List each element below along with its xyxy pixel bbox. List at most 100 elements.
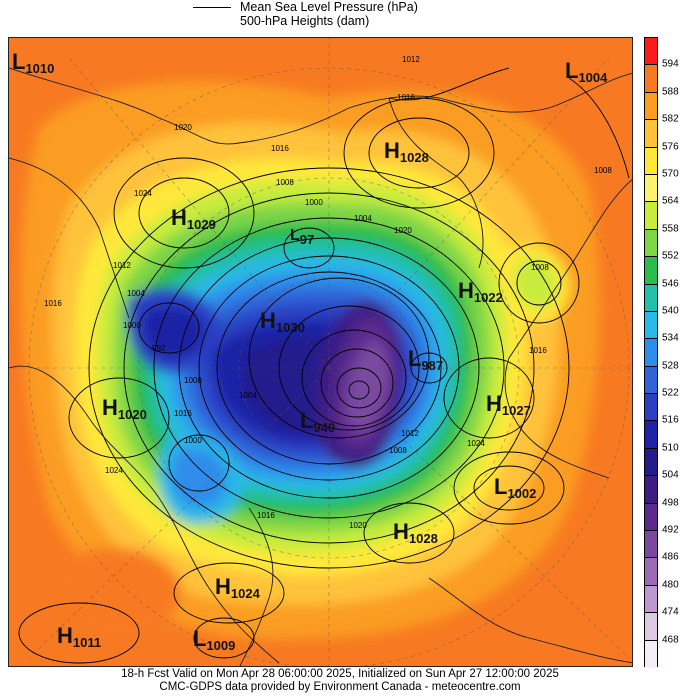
- colorbar-segment: [645, 448, 657, 477]
- colorbar-tick-label: 552: [662, 250, 679, 262]
- data-credit: CMC-GDPS data provided by Environment Ca…: [159, 681, 521, 693]
- colorbar-tick-label: 486: [662, 551, 679, 563]
- map-header: Mean Sea Level Pressure (hPa) 500-hPa He…: [0, 0, 680, 36]
- isobar-label: 1004: [239, 391, 257, 400]
- low-pressure-center: L940: [300, 408, 336, 435]
- isobars: [18, 67, 630, 664]
- isobar-label: 1020: [174, 123, 192, 132]
- high-pressure-center: H1022: [458, 278, 503, 305]
- high-pressure-center: H1028: [384, 138, 429, 165]
- isobar-label: 1016: [397, 93, 415, 102]
- high-pressure-center: H1030: [260, 308, 305, 335]
- isobar-label: 1008: [531, 263, 549, 272]
- colorbar-tick-label: 468: [662, 634, 679, 646]
- colorbar-segment: [645, 120, 657, 148]
- high-pressure-center: H1027: [486, 391, 531, 418]
- colorbar-tick-label: 504: [662, 469, 679, 481]
- colorbar-segment: [645, 339, 657, 367]
- isobar-label: 1004: [127, 289, 145, 298]
- colorbar-segment: [645, 147, 657, 175]
- colorbar-tick-label: 522: [662, 387, 679, 399]
- high-pressure-center: H1029: [171, 205, 216, 232]
- isobar-label: 1024: [105, 466, 123, 475]
- colorbar-segment: [645, 284, 657, 312]
- isobar-label: 1012: [402, 55, 420, 64]
- high-pressure-center: H1011: [57, 623, 102, 650]
- isobar-label: 1008: [389, 446, 407, 455]
- colorbar-tick-label: 528: [662, 360, 679, 372]
- colorbar-segment: [645, 558, 657, 586]
- isobar-label: 1024: [134, 189, 152, 198]
- header-500hpa-title: 500-hPa Heights (dam): [240, 14, 370, 28]
- colorbar-segment: [645, 174, 657, 203]
- isobar-label: 1020: [349, 521, 367, 530]
- isobar-label: 1016: [271, 144, 289, 153]
- colorbar-segment: [645, 531, 657, 559]
- colorbar-segment: [645, 38, 657, 66]
- colorbar-tick-label: 474: [662, 606, 679, 618]
- isobar-label: 1020: [394, 226, 412, 235]
- colorbar-segment: [645, 503, 657, 532]
- colorbar-segment: [645, 92, 657, 121]
- forecast-valid-time: 18-h Fcst Valid on Mon Apr 28 06:00:00 2…: [121, 668, 559, 680]
- isobar-label: 1016: [174, 409, 192, 418]
- isobar-label: 1016: [44, 299, 62, 308]
- isobar-label: 992: [152, 344, 166, 353]
- high-pressure-center: H1024: [215, 574, 260, 601]
- high-pressure-center: H1020: [102, 395, 147, 422]
- colorbar-segment: [645, 311, 657, 340]
- low-pressure-center: L97: [290, 227, 315, 247]
- colorbar-segment: [645, 640, 657, 668]
- weather-map: 1012 1016 1020 1016 1008 1000 1024 1004 …: [8, 37, 633, 667]
- colorbar-segment: [645, 585, 657, 614]
- header-mslp-title: Mean Sea Level Pressure (hPa): [240, 0, 418, 14]
- colorbar-tick-label: 540: [662, 305, 679, 317]
- colorbar-segment: [645, 366, 657, 395]
- colorbar-tick-label: 564: [662, 195, 679, 207]
- colorbar-tick-label: 516: [662, 414, 679, 426]
- height-colorbar: [644, 37, 658, 668]
- isobar-label: 1012: [113, 261, 131, 270]
- colorbar-segment: [645, 394, 657, 422]
- colorbar-segment: [645, 65, 657, 93]
- colorbar-segment: [645, 476, 657, 504]
- isobar-label: 1004: [354, 214, 372, 223]
- colorbar-tick-label: 558: [662, 223, 679, 235]
- high-pressure-center: H1028: [393, 519, 438, 546]
- map-canvas: 1012 1016 1020 1016 1008 1000 1024 1004 …: [9, 38, 632, 666]
- isobar-label: 1008: [184, 376, 202, 385]
- isobar-label: 1000: [123, 321, 141, 330]
- isobar-label-layer: 1012 1016 1020 1016 1008 1000 1024 1004 …: [44, 55, 612, 530]
- colorbar-segment: [645, 229, 657, 258]
- colorbar-tick-label: 570: [662, 168, 679, 180]
- isobar-label: 1024: [467, 439, 485, 448]
- isobar-label: 1008: [276, 178, 294, 187]
- low-pressure-center: L1004: [565, 58, 608, 85]
- isobar-label: 1008: [594, 166, 612, 175]
- low-pressure-center: L1010: [12, 49, 55, 76]
- low-pressure-center: L987: [408, 346, 444, 373]
- low-pressure-center: L1009: [193, 626, 236, 653]
- map-footer: 18-h Fcst Valid on Mon Apr 28 06:00:00 2…: [0, 668, 680, 694]
- colorbar-segment: [645, 257, 657, 285]
- colorbar-segment: [645, 613, 657, 641]
- colorbar-tick-label: 594: [662, 58, 679, 70]
- isobar-label: 1012: [401, 429, 419, 438]
- isobar-label: 1000: [184, 436, 202, 445]
- colorbar-tick-label: 510: [662, 442, 679, 454]
- colorbar-tick-label: 582: [662, 113, 679, 125]
- colorbar-tick-label: 588: [662, 86, 679, 98]
- colorbar-segment: [645, 202, 657, 230]
- colorbar-tick-label: 576: [662, 141, 679, 153]
- low-pressure-center: L1002: [494, 474, 537, 501]
- colorbar-tick-label: 492: [662, 524, 679, 536]
- colorbar-tick-label: 534: [662, 332, 679, 344]
- isobar-legend-line: [193, 7, 231, 8]
- height-bands: [20, 81, 600, 640]
- colorbar-tick-label: 498: [662, 497, 679, 509]
- colorbar-tick-label: 546: [662, 278, 679, 290]
- isobar-label: 1000: [305, 198, 323, 207]
- isobar-label: 1016: [529, 346, 547, 355]
- colorbar-tick-label: 480: [662, 579, 679, 591]
- isobar-label: 1016: [257, 511, 275, 520]
